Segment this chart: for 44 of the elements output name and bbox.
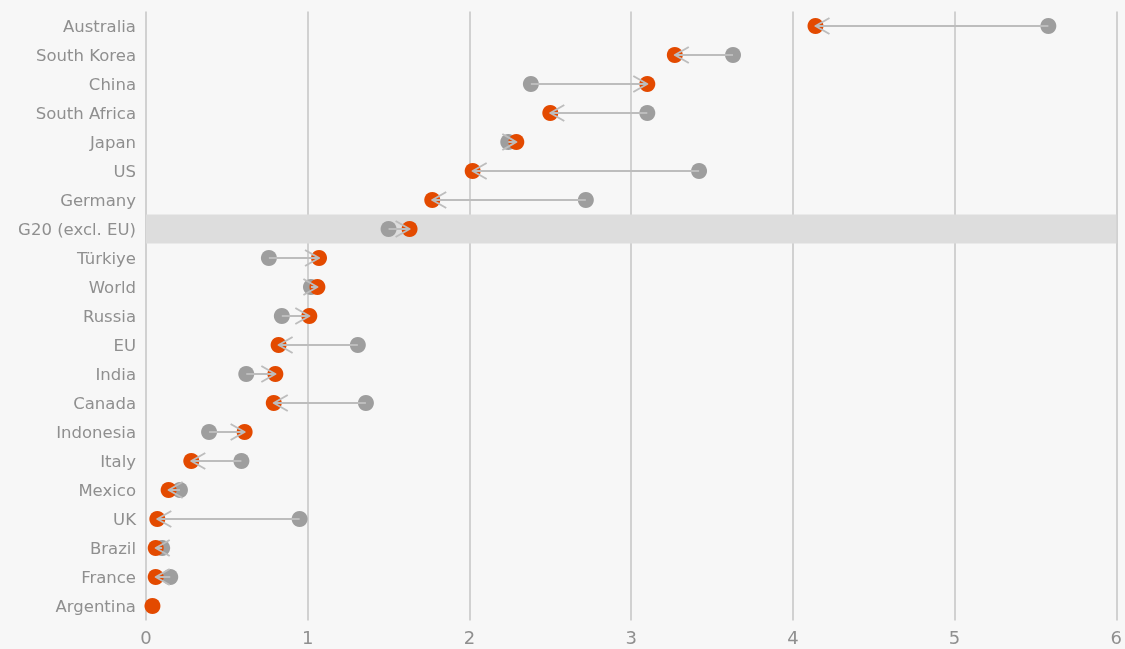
y-tick-label: South Korea [36, 45, 136, 65]
x-tick-label: 5 [948, 627, 961, 648]
y-tick-label: Japan [88, 132, 136, 152]
y-tick-label: France [81, 567, 136, 587]
y-tick-label: US [113, 161, 136, 181]
y-tick-label: Italy [100, 451, 137, 471]
y-tick-label: Brazil [89, 538, 136, 558]
point [233, 453, 250, 469]
y-tick-label: Türkiye [75, 248, 136, 268]
point [522, 76, 539, 92]
y-tick-label: Germany [60, 190, 137, 210]
x-tick-label: 6 [1110, 627, 1122, 648]
y-tick-label: India [95, 364, 136, 384]
y-tick-label: Canada [73, 393, 136, 413]
y-tick-label: Mexico [78, 480, 136, 500]
x-tick-label: 3 [625, 627, 637, 648]
point [691, 163, 708, 179]
point [273, 308, 290, 324]
point [260, 250, 277, 266]
y-tick-label: Australia [63, 16, 136, 36]
y-tick-label: World [88, 277, 136, 297]
point [577, 192, 594, 208]
point [1040, 18, 1057, 34]
y-tick-label: EU [113, 335, 136, 355]
point [291, 511, 308, 527]
point [725, 47, 742, 63]
point [357, 395, 374, 411]
point [238, 366, 255, 382]
point [349, 337, 366, 353]
point [639, 105, 656, 121]
x-tick-label: 4 [787, 627, 799, 648]
x-tick-label: 2 [463, 627, 476, 648]
y-tick-label: Russia [82, 306, 136, 326]
y-tick-label: China [88, 74, 136, 94]
y-tick-label: Indonesia [56, 422, 136, 442]
x-tick-label: 0 [140, 627, 152, 648]
point [380, 221, 397, 237]
y-tick-label: UK [113, 509, 138, 529]
y-tick-label: Argentina [55, 596, 136, 616]
x-tick-label: 1 [301, 627, 314, 648]
y-tick-label: South Africa [35, 103, 136, 123]
point [144, 598, 161, 614]
point [201, 424, 218, 440]
y-tick-label: G20 (excl. EU) [18, 219, 136, 239]
